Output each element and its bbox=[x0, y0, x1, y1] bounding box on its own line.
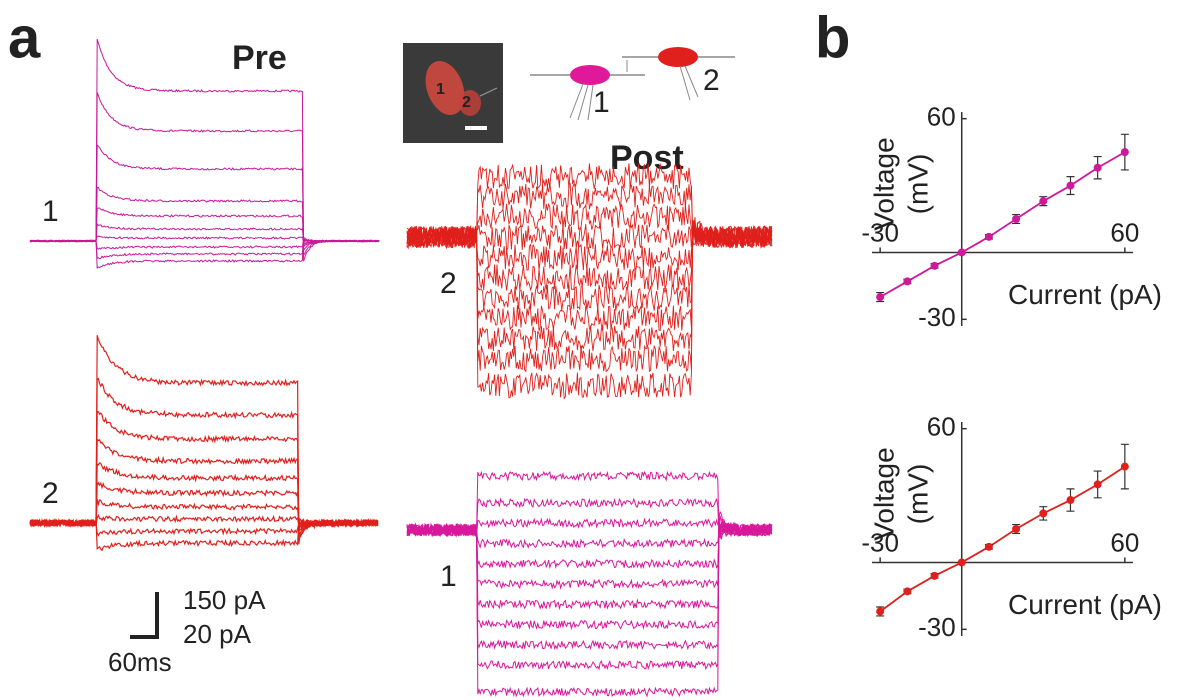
trace-label: 1 bbox=[42, 195, 59, 228]
diagram-label: 1 bbox=[593, 86, 610, 119]
iv-chart: -30 60 -30 60 Current (pA) Voltage (mV) bbox=[861, 102, 1162, 333]
scale-label: 20 pA bbox=[183, 619, 252, 649]
y-axis-label: Voltage bbox=[868, 137, 899, 230]
trace bbox=[29, 92, 380, 258]
y-tick-label: 60 bbox=[927, 102, 956, 132]
data-point bbox=[1093, 480, 1102, 489]
data-point bbox=[930, 261, 939, 270]
trace bbox=[29, 207, 380, 247]
x-tick-label: -30 bbox=[861, 527, 899, 557]
micrograph: 1 2 bbox=[403, 43, 503, 143]
scale-label: 150 pA bbox=[183, 585, 266, 615]
data-point bbox=[1039, 509, 1048, 518]
trace bbox=[406, 217, 773, 400]
data-point bbox=[957, 248, 966, 257]
x-axis-label: Current (pA) bbox=[1008, 589, 1162, 620]
data-point bbox=[1012, 215, 1021, 223]
pre-label: Pre bbox=[232, 39, 287, 77]
data-point bbox=[1093, 163, 1102, 172]
data-point bbox=[1039, 197, 1048, 206]
data-point bbox=[876, 607, 885, 616]
trace bbox=[29, 222, 380, 244]
x-tick-label: -30 bbox=[861, 217, 899, 247]
image-label: 2 bbox=[462, 94, 471, 111]
data-point bbox=[1120, 462, 1129, 471]
trace-label: 2 bbox=[42, 477, 59, 510]
data-point bbox=[1066, 496, 1075, 505]
trace bbox=[29, 143, 380, 253]
x-axis-label: Current (pA) bbox=[1008, 279, 1162, 310]
panel-label: a bbox=[8, 5, 41, 70]
y-tick-label: -30 bbox=[918, 302, 956, 332]
trace bbox=[29, 377, 379, 542]
series-line bbox=[879, 465, 1126, 613]
cell-diagram: 1 2 bbox=[530, 47, 735, 121]
diagram-label: 2 bbox=[703, 64, 720, 97]
trace bbox=[29, 410, 379, 537]
data-point bbox=[1120, 148, 1129, 157]
y-axis-label: Voltage bbox=[868, 447, 899, 540]
panel-label: b bbox=[815, 5, 850, 70]
trace bbox=[29, 38, 380, 262]
y-axis-label: (mV) bbox=[902, 154, 933, 215]
series-line bbox=[879, 151, 1126, 298]
y-axis-label: (mV) bbox=[902, 464, 933, 525]
scale-bar: 150 pA 20 pA 60ms bbox=[108, 585, 266, 677]
trace bbox=[406, 512, 773, 671]
data-point bbox=[930, 571, 939, 580]
data-point bbox=[903, 587, 912, 596]
traces bbox=[29, 38, 773, 698]
x-tick-label: 60 bbox=[1110, 217, 1139, 247]
y-tick-label: -30 bbox=[918, 612, 956, 642]
data-point bbox=[984, 542, 993, 551]
data-point bbox=[876, 293, 885, 302]
trace bbox=[29, 237, 380, 270]
trace bbox=[406, 510, 773, 698]
scale-label: 60ms bbox=[108, 647, 172, 677]
trace bbox=[29, 517, 379, 552]
data-point bbox=[1066, 181, 1075, 190]
x-tick-label: 60 bbox=[1110, 527, 1139, 557]
data-point bbox=[984, 232, 993, 241]
trace-label: 2 bbox=[440, 267, 457, 300]
post-label: Post bbox=[610, 139, 684, 177]
trace-label: 1 bbox=[440, 560, 457, 593]
trace bbox=[406, 519, 773, 631]
data-point bbox=[957, 558, 966, 567]
iv-chart: -30 60 -30 60 Current (pA) Voltage (mV) bbox=[861, 412, 1162, 643]
y-tick-label: 60 bbox=[927, 412, 956, 442]
data-point bbox=[1012, 525, 1021, 533]
image-label: 1 bbox=[436, 81, 445, 98]
data-point bbox=[903, 277, 912, 286]
